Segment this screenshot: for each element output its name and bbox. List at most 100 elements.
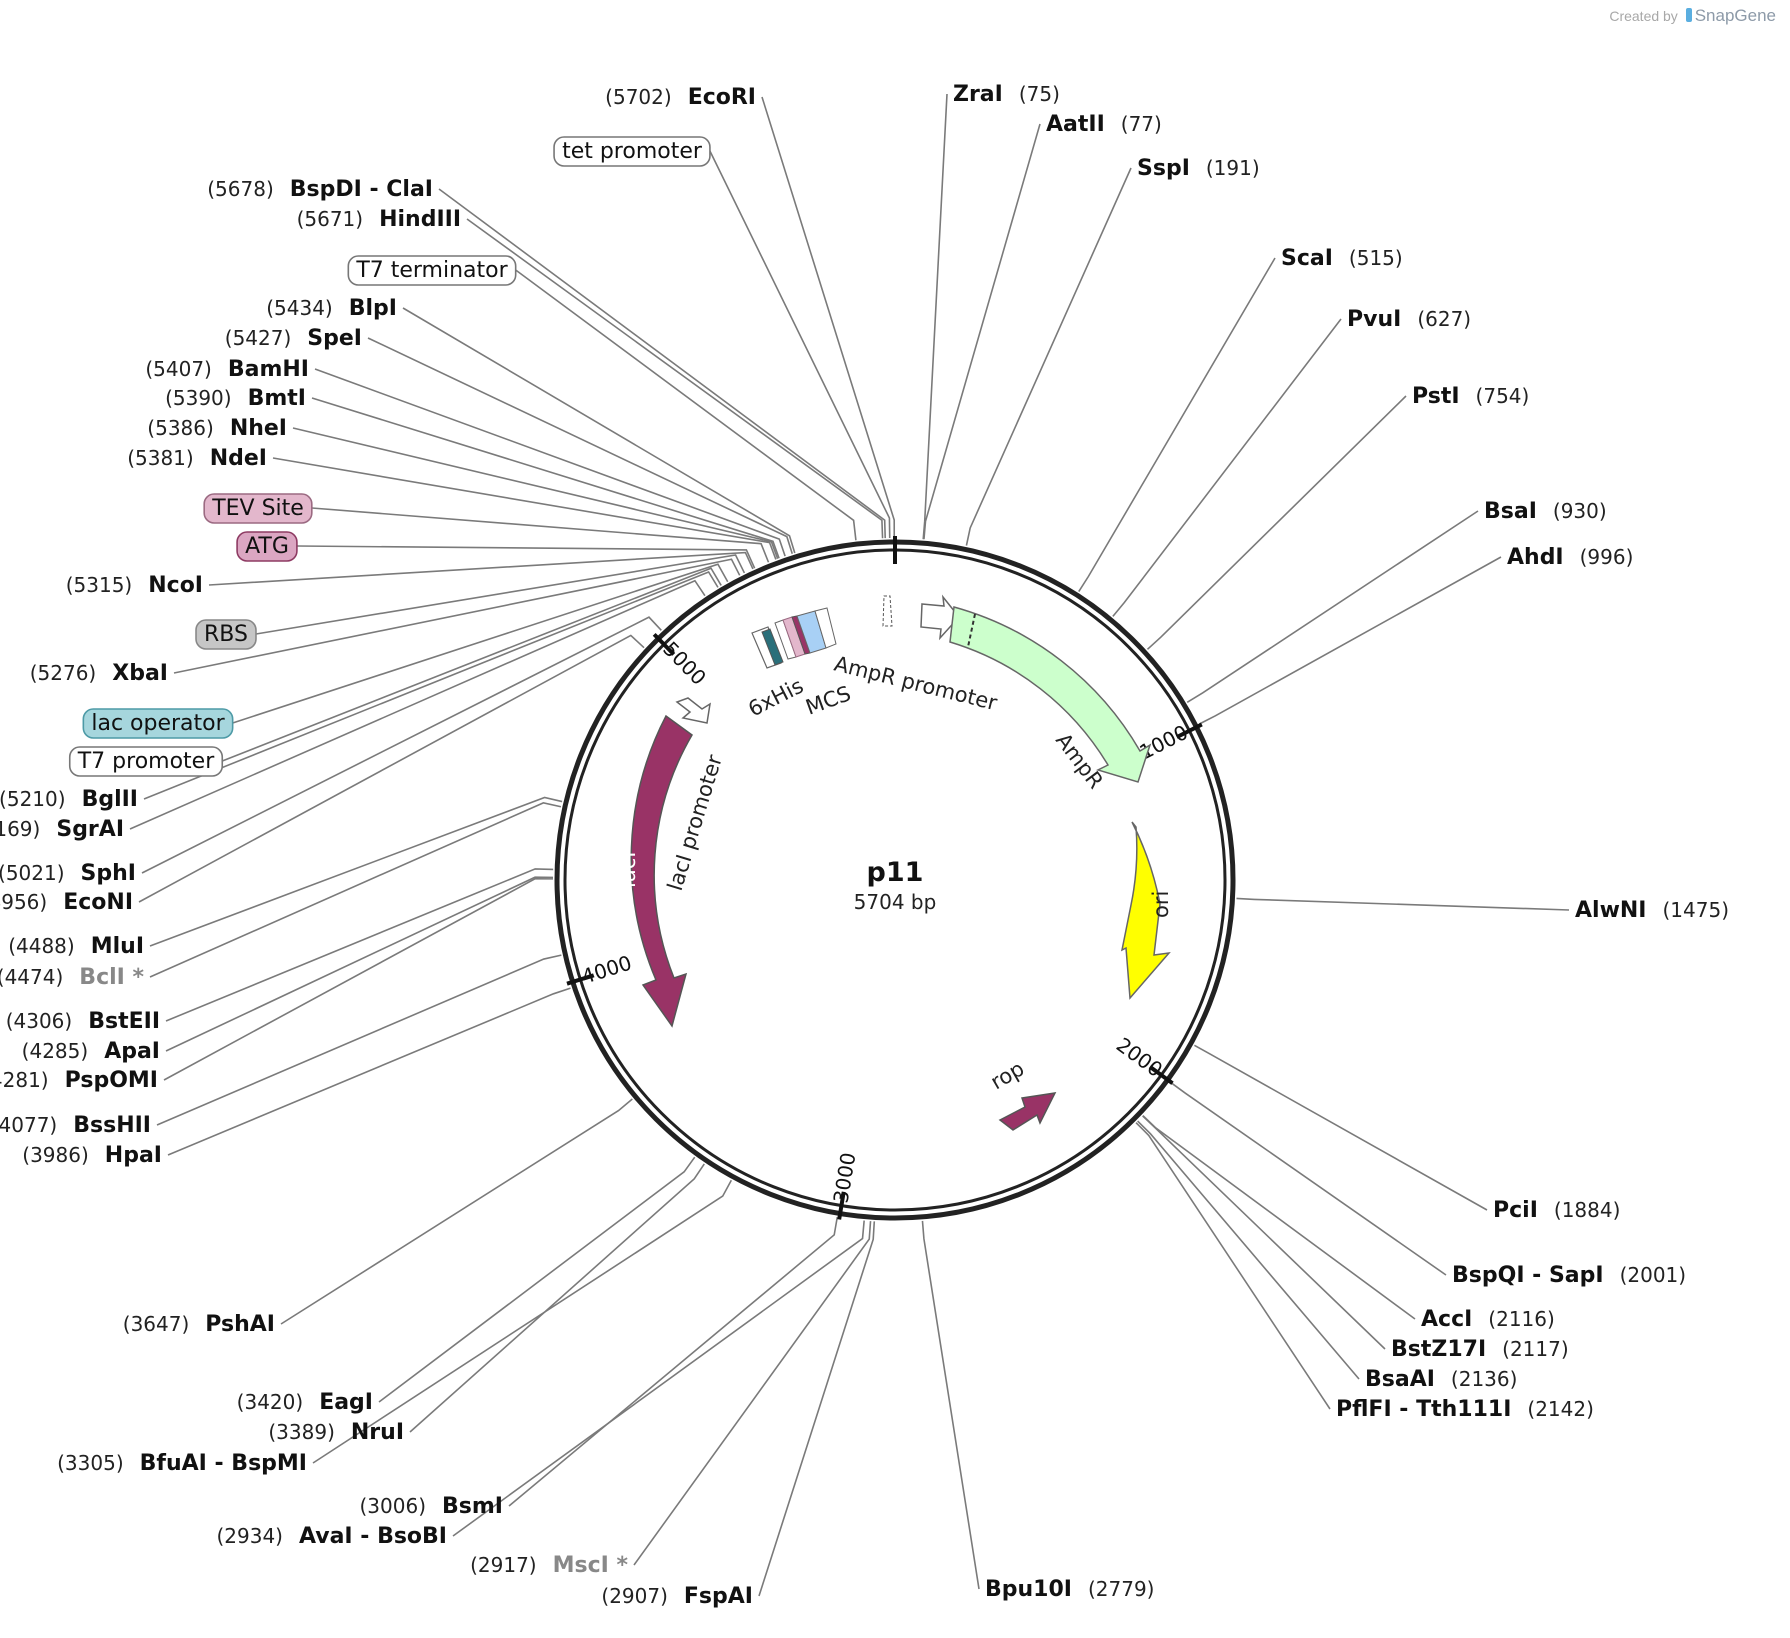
tick-2000 [1148, 1065, 1174, 1085]
site-pcii[interactable]: PciI (1884) [1493, 1198, 1620, 1223]
site-name: BfuAI - BspMI [140, 1451, 307, 1476]
callout-rbs[interactable]: RBS [195, 619, 257, 650]
site-eagi[interactable]: EagI (3420) [237, 1390, 373, 1415]
site-bamhi[interactable]: BamHI (5407) [145, 357, 309, 382]
site-fspai[interactable]: FspAI (2907) [601, 1584, 753, 1609]
leader-line [761, 96, 896, 539]
label-ori: ori [1149, 891, 1173, 918]
site-bcli[interactable]: BclI * (4474) [0, 965, 144, 990]
site-bmti[interactable]: BmtI (5390) [165, 386, 306, 411]
callout-t7-promoter[interactable]: T7 promoter [68, 746, 224, 777]
leader-line [1078, 257, 1276, 593]
site-econi[interactable]: EcoNI (4956) [0, 890, 133, 915]
site-name: HpaI [105, 1143, 162, 1168]
site-position: (4281) [0, 1068, 49, 1092]
site-bsmi[interactable]: BsmI (3006) [360, 1494, 504, 1519]
site-sphi[interactable]: SphI (5021) [0, 861, 136, 886]
feature-rop [998, 1092, 1057, 1131]
site-bfuai[interactable]: BfuAI - BspMI (3305) [57, 1451, 307, 1476]
site-name: BsmI [442, 1494, 503, 1519]
site-name: EagI [319, 1390, 373, 1415]
callout-box [68, 746, 224, 777]
site-pflfi[interactable]: PflFI - Tth111I (2142) [1336, 1397, 1594, 1422]
site-sspi[interactable]: SspI (191) [1137, 156, 1260, 181]
site-name: XbaI [112, 661, 168, 686]
site-bsshii[interactable]: BssHII (4077) [0, 1113, 151, 1138]
leader-line [292, 427, 779, 560]
callout-tev-site[interactable]: TEV Site [203, 493, 313, 524]
leader-line [143, 571, 719, 800]
site-name: BamHI [228, 357, 309, 382]
leader-line [255, 554, 746, 635]
site-position: (4285) [22, 1039, 89, 1063]
site-nrui[interactable]: NruI (3389) [268, 1420, 404, 1445]
site-position: (3305) [57, 1451, 124, 1475]
site-bspqi[interactable]: BspQI - SapI (2001) [1452, 1263, 1686, 1288]
site-position: (4956) [0, 890, 47, 914]
site-apai[interactable]: ApaI (4285) [22, 1039, 160, 1064]
site-hindiii[interactable]: HindIII (5671) [297, 207, 461, 232]
site-bspdi[interactable]: BspDI - ClaI (5678) [207, 177, 433, 202]
leader-line [280, 1098, 633, 1325]
leader-line [1146, 395, 1407, 650]
site-bsteii[interactable]: BstEII (4306) [6, 1009, 160, 1034]
site-spei[interactable]: SpeI (5427) [225, 326, 362, 351]
site-ncoi[interactable]: NcoI (5315) [66, 573, 203, 598]
site-xbai[interactable]: XbaI (5276) [30, 661, 168, 686]
callout-t7-terminator[interactable]: T7 terminator [347, 255, 517, 286]
leader-line [921, 1220, 980, 1590]
site-msci[interactable]: MscI * (2917) [470, 1553, 628, 1578]
tick-3000 [837, 1191, 846, 1220]
site-bsaai[interactable]: BsaAI (2136) [1365, 1367, 1517, 1392]
site-nhei[interactable]: NheI (5386) [147, 416, 287, 441]
credit-brand: SnapGene [1694, 6, 1776, 25]
site-position: (4488) [8, 934, 75, 958]
site-sgrai[interactable]: SgrAI (5169) [0, 817, 124, 842]
site-bstz17i[interactable]: BstZ17I (2117) [1391, 1337, 1569, 1362]
site-pspomi[interactable]: PspOMI (4281) [0, 1068, 158, 1093]
plasmid-name: p11 [867, 857, 924, 888]
site-name: AhdI [1507, 545, 1564, 570]
callout-label: T7 terminator [355, 258, 508, 283]
leader-line [208, 551, 754, 586]
ampr-internal-mark [967, 613, 976, 648]
site-alwni[interactable]: AlwNI (1475) [1575, 898, 1729, 923]
site-name: PstI [1412, 384, 1460, 409]
site-bglii[interactable]: BglII (5210) [0, 787, 138, 812]
site-mlui[interactable]: MluI (4488) [8, 934, 144, 959]
leader-line [409, 1163, 705, 1433]
callout-atg[interactable]: ATG [236, 531, 298, 562]
site-hpai[interactable]: HpaI (3986) [22, 1143, 162, 1168]
site-bsai[interactable]: BsaI (930) [1484, 499, 1607, 524]
site-psti[interactable]: PstI (754) [1412, 384, 1529, 409]
site-acci[interactable]: AccI (2116) [1421, 1307, 1555, 1332]
feature-ampr [949, 606, 1152, 783]
site-name: SpeI [307, 326, 362, 351]
site-ecori[interactable]: EcoRI (5702) [605, 85, 756, 110]
site-name: BstEII [88, 1009, 160, 1034]
leader-line [311, 507, 770, 563]
site-position: (5434) [266, 296, 333, 320]
site-zrai[interactable]: ZraI (75) [953, 82, 1060, 107]
site-blpi[interactable]: BlpI (5434) [266, 296, 397, 321]
site-pvui[interactable]: PvuI (627) [1347, 307, 1471, 332]
leader-line [1194, 1044, 1488, 1211]
site-name: SgrAI [56, 817, 124, 842]
site-name: AvaI - BsoBI [299, 1524, 447, 1549]
leader-line [129, 579, 706, 830]
site-ndei[interactable]: NdeI (5381) [127, 446, 267, 471]
site-pshai[interactable]: PshAI (3647) [123, 1312, 275, 1337]
site-bpu10i[interactable]: Bpu10I (2779) [985, 1577, 1155, 1602]
site-position: (2917) [470, 1553, 537, 1577]
site-scai[interactable]: ScaI (515) [1281, 246, 1403, 271]
site-name: ScaI [1281, 246, 1333, 271]
site-avai[interactable]: AvaI - BsoBI (2934) [216, 1524, 447, 1549]
callout-lac-operator[interactable]: lac operator [82, 708, 234, 739]
site-ahdi[interactable]: AhdI (996) [1507, 545, 1633, 570]
callout-tet-promoter[interactable]: tet promoter [553, 136, 711, 167]
leader-line [141, 616, 662, 874]
callout-label: tet promoter [562, 139, 703, 164]
feature-laci [630, 714, 693, 1028]
site-aatii[interactable]: AatII (77) [1046, 112, 1162, 137]
